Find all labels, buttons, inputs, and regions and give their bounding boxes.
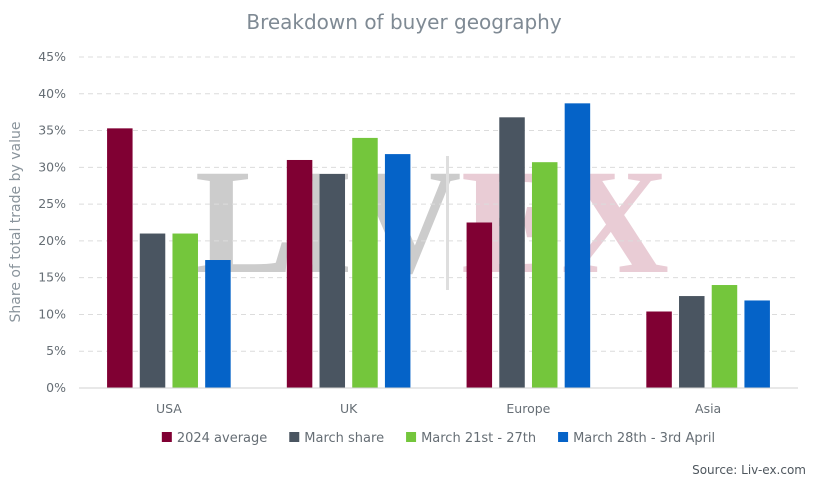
legend-swatch [289, 432, 300, 442]
gridlines [79, 56, 798, 352]
x-tick-label: Asia [695, 401, 721, 416]
legend-label: March 21st - 27th [421, 431, 536, 446]
watermark-divider [446, 156, 449, 290]
legend-swatch [406, 432, 417, 442]
bar [744, 300, 770, 388]
y-tick-label: 40% [38, 86, 66, 101]
legend-label: March share [304, 431, 384, 446]
y-tick-label: 25% [38, 196, 66, 211]
bar [319, 173, 346, 388]
bar [499, 117, 525, 388]
legend: 2024 average March share March 21st - 27th… [161, 431, 715, 446]
bar [531, 162, 558, 388]
bar [466, 222, 493, 388]
legend-item: March 28th - 3rd April [558, 431, 715, 446]
y-tick-label: 10% [38, 306, 66, 321]
bar [205, 260, 231, 388]
legend-swatch [558, 432, 569, 442]
y-tick-label: 20% [38, 233, 66, 248]
bar [172, 233, 198, 388]
bar [352, 137, 378, 388]
y-tick-label: 15% [38, 270, 66, 285]
bar [139, 233, 166, 388]
y-tick-label: 5% [46, 343, 66, 358]
y-tick-label: 35% [38, 123, 66, 138]
y-tick-label: 0% [46, 380, 66, 395]
legend-item: 2024 average [161, 431, 267, 446]
x-axis-ticks: USA UK Europe Asia [156, 401, 721, 416]
legend-swatch [161, 432, 172, 442]
liv-ex-watermark: LIV EX [195, 139, 670, 305]
legend-item: March 21st - 27th [406, 431, 536, 446]
bar [384, 154, 411, 388]
bar [711, 285, 738, 388]
bar [646, 311, 672, 388]
x-tick-label: UK [340, 401, 358, 416]
chart-title: Breakdown of buyer geography [246, 10, 561, 34]
legend-label: March 28th - 3rd April [573, 431, 715, 446]
y-axis-ticks: 0% 5% 10% 15% 20% 25% 30% 35% 40% 45% [38, 49, 66, 395]
legend-item: March share [289, 431, 384, 446]
bar [107, 128, 133, 389]
y-tick-label: 30% [38, 159, 66, 174]
legend-label: 2024 average [177, 431, 267, 446]
bar [679, 296, 705, 388]
bar [564, 103, 591, 388]
x-tick-label: USA [156, 401, 182, 416]
bars [107, 103, 770, 389]
x-tick-label: Europe [506, 401, 550, 416]
y-axis-label: Share of total trade by value [8, 122, 24, 323]
bar [286, 159, 313, 388]
y-tick-label: 45% [38, 49, 66, 64]
source-note: Source: Liv-ex.com [692, 463, 806, 477]
